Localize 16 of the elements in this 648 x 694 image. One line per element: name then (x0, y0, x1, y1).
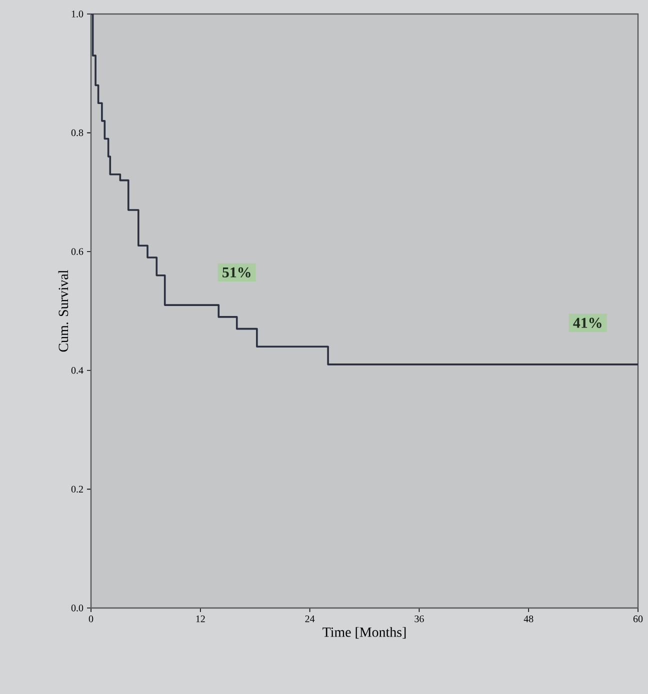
x-tick-label: 24 (305, 616, 315, 622)
x-axis-title: Time [Months] (322, 627, 406, 639)
annotation: 41% (573, 318, 602, 328)
annotation: 51% (222, 267, 250, 278)
x-tick-label: 36 (414, 616, 424, 622)
y-tick-label: 0.2 (71, 486, 83, 493)
x-tick-label: 48 (524, 616, 534, 622)
y-tick-label: 0.8 (71, 129, 84, 136)
x-tick-label: 12 (196, 616, 205, 622)
y-tick-label: 1.0 (72, 10, 84, 18)
y-tick-label: 0.4 (71, 367, 84, 374)
y-tick-label: 0.0 (71, 604, 84, 612)
x-tick-label: 60 (633, 616, 643, 622)
y-tick-label: 0.6 (71, 248, 84, 255)
x-tick-label: 0 (88, 616, 94, 622)
y-axis-title: Cum. Survival (58, 270, 68, 352)
